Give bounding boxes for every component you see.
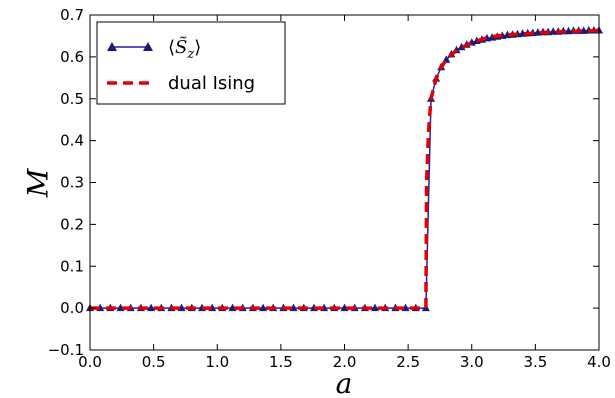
y-tick-label: −0.1 [48,341,84,359]
legend-box [96,21,286,105]
y-axis-label: M [22,167,55,198]
legend-marker-sz-right [143,42,153,51]
x-tick-label: 1.0 [205,353,229,371]
y-tick-label: 0.5 [60,90,84,108]
series-dual-ising-line [90,28,600,310]
legend-label-dual-ising: dual Ising [168,73,255,94]
legend-label-sz-sub: z [186,47,194,62]
y-tick-label: 0.1 [60,257,84,275]
y-tick-label: 0.2 [60,215,84,233]
series-sz-marker [259,303,268,312]
series-sz-marker [371,303,379,312]
x-tick-label: 0.0 [78,353,102,371]
y-tick-label: 0.0 [60,299,84,317]
y-tick-label: 0.6 [60,48,84,66]
x-tick-label: 2.5 [396,353,420,371]
ticks-layer: 0.0 0.5 1.0 1.5 2.0 2.5 3.0 3.5 4.0−0.10.00.10.2… [48,6,611,371]
series-sz-marker [147,303,156,312]
x-tick-label: 3.5 [523,353,547,371]
x-tick-label: 4.0 [587,353,611,371]
y-tick-label: 0.3 [60,174,84,192]
y-tick-label: 0.4 [60,132,84,150]
x-tick-label: 3.0 [460,353,484,371]
x-axis-label: a [336,367,353,398]
y-tick-label: 0.7 [60,6,84,24]
x-tick-label: 0.5 [142,353,166,371]
legend-label-sz-symbol: S̃ [175,36,187,58]
x-tick-label: 2.0 [333,353,357,371]
legend-marker-sz-left [107,42,117,51]
legend-label-sz-close: ⟩ [194,37,201,58]
legend-label-sz-open: ⟨ [168,37,175,58]
x-tick-label: 1.5 [269,353,293,371]
series-layer [86,26,603,312]
legend-label-sz: ⟨S̃z⟩ [168,36,201,62]
series-sz-marker [549,27,558,35]
legend: ⟨S̃z⟩ dual Ising [96,21,286,105]
